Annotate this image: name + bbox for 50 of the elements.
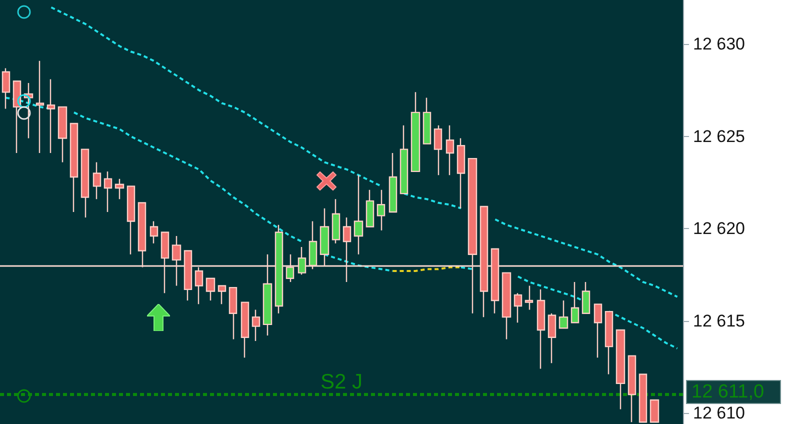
candlestick <box>434 124 442 176</box>
candlestick <box>514 292 522 324</box>
candlestick <box>536 288 546 370</box>
candlestick <box>422 97 432 144</box>
candlestick <box>366 189 374 228</box>
candlestick <box>240 302 250 358</box>
candlestick <box>218 285 226 305</box>
candlestick <box>92 162 102 200</box>
candlestick <box>252 309 260 342</box>
y-tick-label: 12 610 <box>693 403 745 422</box>
candlestick <box>36 60 44 154</box>
candlestick <box>604 310 614 375</box>
candlestick <box>46 78 56 154</box>
candlestick <box>410 92 420 172</box>
candlestick <box>2 68 10 110</box>
text: 12 611,0 <box>692 382 764 402</box>
candlestick <box>114 178 124 200</box>
candlestick <box>570 281 580 324</box>
candlestick <box>524 285 534 310</box>
candlestick <box>206 278 216 302</box>
candlestick <box>400 124 408 194</box>
candlestick <box>150 220 158 244</box>
candlestick <box>628 355 636 423</box>
candlestick <box>616 329 626 410</box>
candlestick <box>58 106 68 163</box>
candlestick <box>228 286 238 340</box>
candlestick <box>126 186 136 255</box>
candlestick <box>388 152 398 213</box>
y-tick-label: 12 630 <box>693 34 745 54</box>
candlestick <box>446 124 454 176</box>
candlestick <box>650 399 660 423</box>
candlestick <box>354 174 364 255</box>
candlestick <box>376 189 386 232</box>
candlestick <box>594 304 602 358</box>
ref-line-label: S2 J <box>320 370 363 394</box>
y-tick-label: 12 615 <box>693 311 745 330</box>
candlestick <box>582 281 590 314</box>
y-tick-label: 12 625 <box>693 126 745 146</box>
candlestick <box>332 198 340 244</box>
candlestick <box>80 148 90 218</box>
candlestick <box>638 374 648 423</box>
candlestick <box>12 80 22 154</box>
candlestick <box>456 138 466 209</box>
candlestick <box>502 272 512 340</box>
candlestick <box>24 82 34 139</box>
candlestick <box>70 122 78 213</box>
y-tick-label: 12 620 <box>693 219 745 238</box>
candlestick <box>558 300 568 329</box>
candlestick <box>104 170 112 213</box>
candlestick <box>548 312 556 364</box>
